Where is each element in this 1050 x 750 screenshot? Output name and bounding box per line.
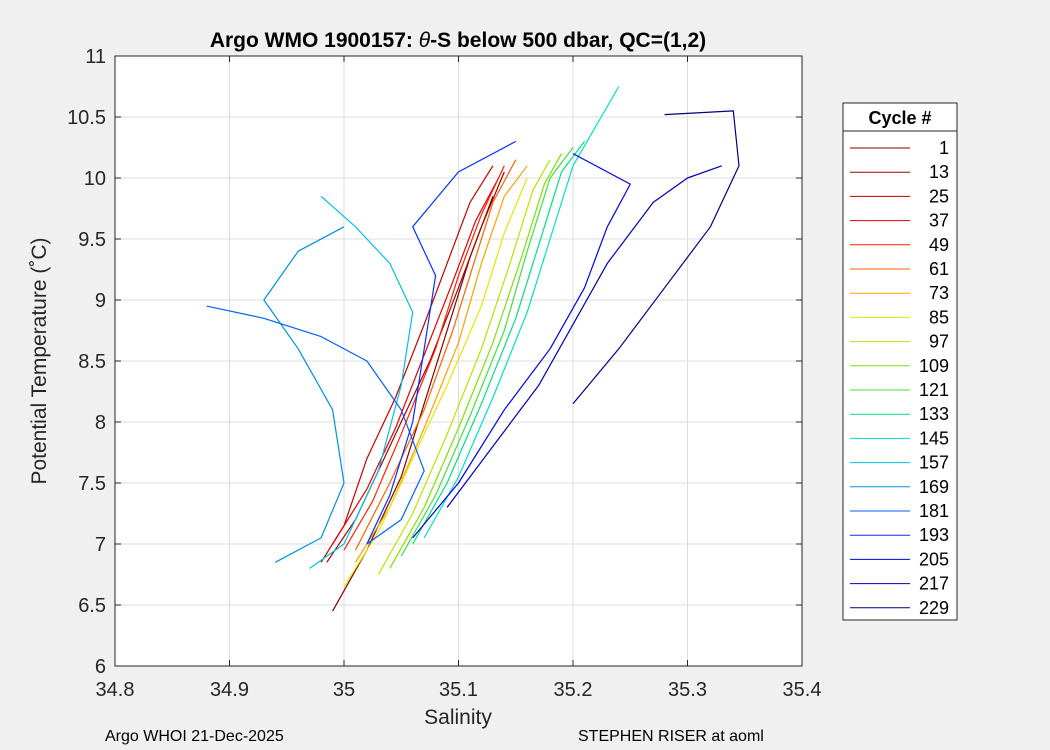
legend-label: 193	[919, 525, 949, 545]
legend-label: 181	[919, 501, 949, 521]
x-tick-label: 35.4	[783, 679, 822, 701]
legend: Cycle # 1 13 25 37 49 61 73 85 97 109 121 133 145 157…	[842, 102, 958, 621]
y-tick-label: 9.5	[78, 229, 106, 251]
series-line-cycle-205	[412, 153, 631, 539]
legend-label: 169	[919, 477, 949, 497]
y-tick-label: 7.5	[78, 473, 106, 495]
series-line-cycle-181	[206, 305, 425, 545]
series-line-cycle-169	[263, 226, 345, 563]
legend-label: 217	[919, 574, 949, 594]
legend-label: 61	[929, 259, 949, 279]
series-line-cycle-61	[354, 159, 517, 551]
legend-label: 73	[929, 283, 949, 303]
y-tick-label: 10.5	[67, 107, 106, 129]
series-line-cycle-193	[366, 140, 517, 545]
series-line-cycle-97	[377, 159, 551, 575]
legend-label: 1	[939, 138, 949, 158]
series-line-cycle-217	[446, 165, 723, 508]
x-tick-label: 34.9	[210, 679, 249, 701]
series-line-cycle-25	[320, 165, 494, 563]
axis-ticks: 34.8 34.9 35 35.1 35.2 35.3 35.4 6 6.5 7 7.5 8 8.5 9 9…	[67, 46, 821, 701]
footer-right: STEPHEN RISER at aoml	[578, 728, 764, 745]
series-line-cycle-133	[412, 141, 585, 545]
legend-label: 13	[929, 162, 949, 182]
x-tick-label: 35.3	[668, 679, 707, 701]
x-tick-label: 35.1	[439, 679, 478, 701]
chart-title: Argo WMO 1900157: θ-S below 500 dbar, QC…	[210, 29, 706, 52]
legend-label: 229	[919, 598, 949, 618]
legend-box	[842, 102, 958, 621]
series-line-cycle-109	[389, 153, 563, 569]
series-line-cycle-121	[400, 147, 574, 557]
y-axis-label: Potential Temperature (˚C)	[28, 237, 51, 484]
legend-label: 121	[919, 380, 949, 400]
y-tick-label: 6.5	[78, 595, 106, 617]
series-line-cycle-85	[343, 177, 528, 588]
y-tick-label: 9	[95, 290, 106, 312]
y-tick-label: 8	[95, 412, 106, 434]
x-tick-label: 34.8	[96, 679, 135, 701]
y-tick-label: 11	[85, 46, 106, 68]
legend-label: 25	[929, 186, 949, 206]
series-group	[206, 86, 740, 612]
series-line-cycle-229	[572, 110, 740, 405]
series-line-cycle-157	[309, 195, 414, 569]
legend-label: 205	[919, 549, 949, 569]
footer-left: Argo WHOI 21-Dec-2025	[105, 728, 284, 745]
title-suffix: -S below 500 dbar, QC=(1,2)	[430, 29, 706, 52]
y-tick-label: 6	[95, 656, 106, 678]
x-axis-label: Salinity	[424, 706, 492, 729]
legend-label: 133	[919, 404, 949, 424]
legend-label: 49	[929, 235, 949, 255]
legend-title: Cycle #	[868, 108, 931, 128]
y-tick-label: 7	[95, 534, 106, 556]
legend-label: 85	[929, 307, 949, 327]
title-theta: θ	[419, 29, 431, 52]
x-tick-label: 35.2	[554, 679, 593, 701]
x-tick-label: 35	[333, 679, 355, 701]
legend-label: 145	[919, 428, 949, 448]
y-tick-label: 8.5	[78, 351, 106, 373]
series-line-cycle-145	[423, 86, 620, 539]
title-prefix: Argo WMO 1900157:	[210, 29, 419, 52]
legend-label: 37	[929, 211, 949, 231]
series-line-cycle-49	[343, 165, 505, 551]
series-line-cycle-37	[332, 177, 500, 545]
legend-items: 1 13 25 37 49 61 73 85 97 109 121 133 145 157 169 181 19…	[850, 138, 949, 618]
legend-label: 109	[919, 356, 949, 376]
y-tick-label: 10	[84, 168, 106, 190]
legend-label: 157	[919, 453, 949, 473]
legend-label: 97	[929, 332, 949, 352]
